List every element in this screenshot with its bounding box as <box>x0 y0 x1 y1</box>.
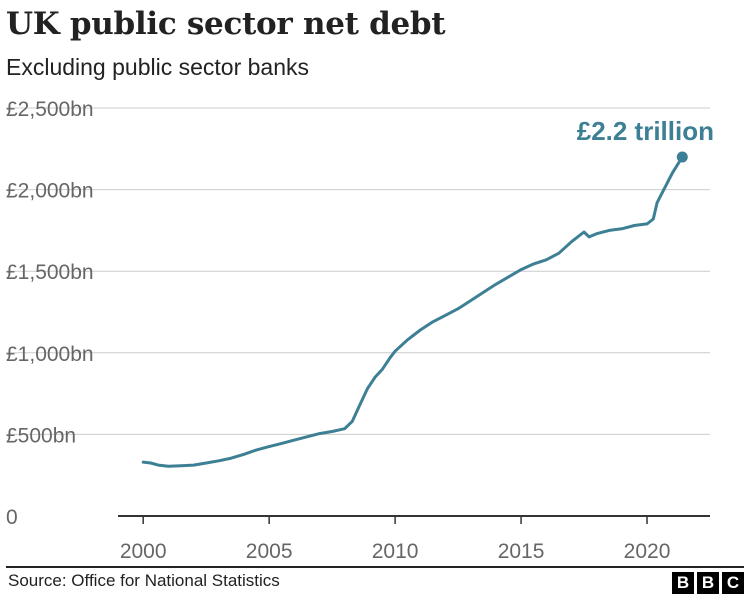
y-tick-label: £2,500bn <box>6 98 94 121</box>
end-point-marker <box>676 151 688 163</box>
x-tick-label: 2000 <box>120 540 167 560</box>
series-line <box>141 155 684 468</box>
annotation-label: £2.2 trillion <box>577 116 714 146</box>
y-tick-label: £500bn <box>6 424 76 447</box>
y-tick-label: £2,000bn <box>6 180 94 203</box>
axes: 0 £500bn £1,000bn £1,500bn £2,000bn £2,500bn 2… <box>6 98 710 560</box>
y-tick-label: £1,500bn <box>6 261 94 284</box>
line-chart: 0 £500bn £1,000bn £1,500bn £2,000bn £2,500bn 2… <box>6 98 714 560</box>
series-layer <box>141 155 684 468</box>
bbc-logo-c: C <box>722 572 744 594</box>
annotations: £2.2 trillion <box>577 116 714 163</box>
x-tick-label: 2005 <box>246 540 293 560</box>
chart-subtitle: Excluding public sector banks <box>6 54 309 80</box>
footer-divider <box>6 566 744 568</box>
gridlines <box>6 107 710 435</box>
chart-title: UK public sector net debt <box>6 6 446 42</box>
source-note: Source: Office for National Statistics <box>8 571 280 590</box>
x-tick-label: 2020 <box>624 540 671 560</box>
bbc-logo-b1: B <box>672 572 694 594</box>
y-tick-label: £1,000bn <box>6 343 94 366</box>
x-tick-label: 2015 <box>498 540 545 560</box>
x-tick-label: 2010 <box>372 540 419 560</box>
bbc-logo: B B C <box>672 572 744 594</box>
bbc-logo-b2: B <box>697 572 719 594</box>
y-tick-label: 0 <box>6 506 18 529</box>
